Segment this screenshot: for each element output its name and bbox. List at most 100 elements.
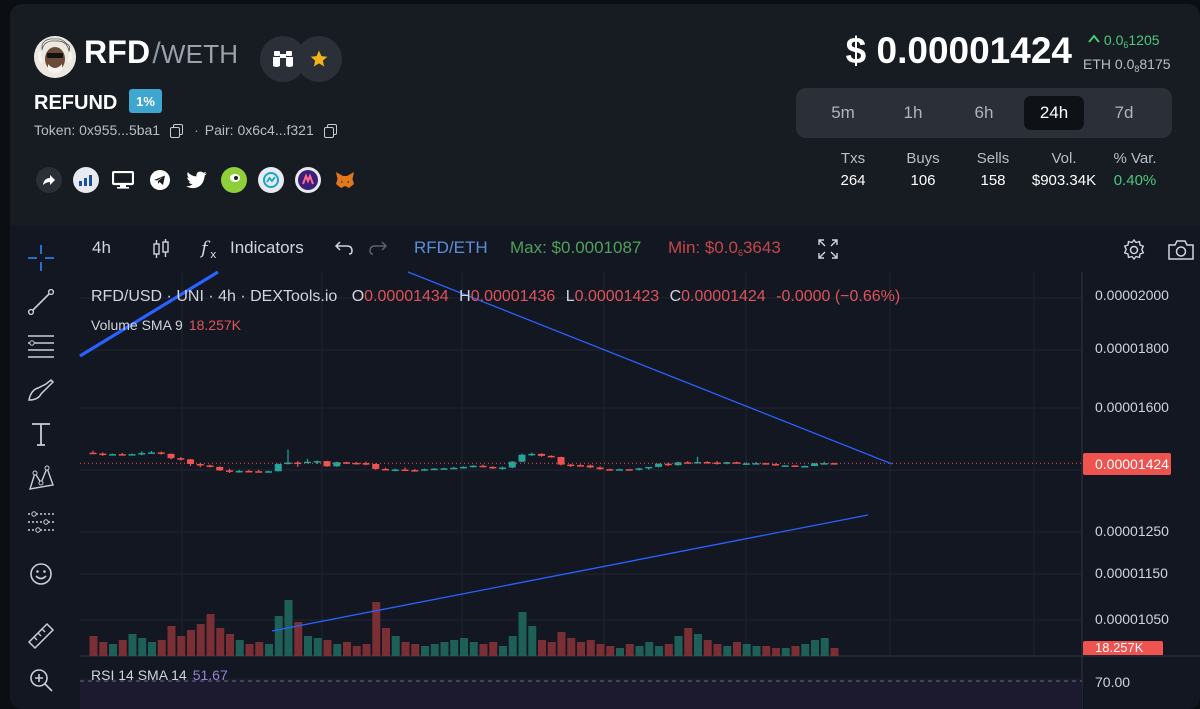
tab-1h[interactable]: 1h <box>903 103 923 122</box>
volume-bar-up <box>645 642 654 656</box>
candle-down <box>196 464 204 466</box>
candle-up <box>440 468 448 470</box>
candle-up <box>421 469 428 471</box>
volume-bar-up <box>109 644 117 656</box>
rsi-band <box>80 678 1082 709</box>
candlestick-chart[interactable] <box>10 226 1200 709</box>
base-symbol: RFD <box>84 34 151 70</box>
volume-bar-up <box>801 644 810 656</box>
volume-bar-up <box>508 636 517 656</box>
candle-down <box>245 470 253 473</box>
crosshair-icon <box>28 245 54 271</box>
tab-7d[interactable]: 7d <box>1114 103 1134 122</box>
volume-bar-up <box>528 626 537 656</box>
candle-up <box>430 468 438 471</box>
undo-button[interactable] <box>334 240 354 261</box>
stat-buys: Buys 106 <box>890 150 956 189</box>
candle-down <box>577 465 584 467</box>
volume-label: Volume SMA 9 <box>91 317 183 333</box>
volume-bar-up <box>148 642 156 656</box>
stat-value: 158 <box>980 172 1006 189</box>
dextools-chart-icon[interactable] <box>73 167 99 193</box>
social-links <box>36 167 358 193</box>
coinmarketcap-icon[interactable] <box>258 167 284 193</box>
volume-bar-down <box>187 630 195 656</box>
candle-up <box>811 463 818 467</box>
pair-switch[interactable]: RFD/ETH <box>414 238 488 257</box>
pair-slash: / <box>152 37 161 70</box>
change-sub: 6 <box>1123 40 1129 50</box>
redo-button[interactable] <box>368 240 388 261</box>
candle-down <box>157 452 165 454</box>
stat-label: Txs <box>840 150 866 167</box>
pattern-tool[interactable] <box>25 462 57 494</box>
candle-up <box>499 467 506 469</box>
token-name: REFUND <box>34 92 118 114</box>
metamask-icon[interactable] <box>332 167 358 193</box>
change-suffix: 1205 <box>1128 32 1160 48</box>
twitter-icon[interactable] <box>184 167 210 193</box>
interval-button[interactable]: 4h <box>92 238 111 257</box>
stat-label: Sells <box>976 150 1010 167</box>
smiley-icon <box>30 563 52 585</box>
volume-bar-up <box>128 634 137 656</box>
chart-type-button[interactable] <box>152 238 170 265</box>
candle-down <box>294 462 302 465</box>
screenshot-button[interactable] <box>1167 238 1195 267</box>
crosshair-tool[interactable] <box>25 242 57 274</box>
copy-pair-icon[interactable] <box>323 123 337 138</box>
emoji-tool[interactable] <box>25 558 57 590</box>
candle-down <box>89 452 97 455</box>
stat-value: 0.40% <box>1113 172 1157 189</box>
volume-bar-down <box>352 646 361 656</box>
coingecko-icon[interactable] <box>221 167 247 193</box>
tab-5m[interactable]: 5m <box>831 103 855 122</box>
volume-bar-down <box>206 614 215 656</box>
volume-bar-down <box>372 602 381 656</box>
candle-down <box>596 467 604 470</box>
text-tool[interactable] <box>25 418 57 450</box>
copy-token-icon[interactable] <box>170 123 184 138</box>
volume-bar-up <box>313 638 322 656</box>
candle-up <box>528 453 536 456</box>
aggregator-icon[interactable] <box>295 167 321 193</box>
candle-up <box>508 461 516 468</box>
settings-button[interactable] <box>1122 238 1146 267</box>
volume-bar-up <box>674 636 683 656</box>
volume-bar-down <box>791 646 800 656</box>
volume-bar-up <box>616 648 624 656</box>
trendline-tool[interactable] <box>25 286 57 318</box>
zoom-tool[interactable] <box>25 664 57 696</box>
share-icon[interactable] <box>36 167 62 193</box>
quote-symbol: WETH <box>160 39 239 69</box>
ruler-tool[interactable] <box>25 620 57 652</box>
candle-up <box>635 468 643 470</box>
tab-6h[interactable]: 6h <box>974 103 994 122</box>
candle-down <box>167 453 175 459</box>
eth-prefix: ETH 0.0 <box>1083 56 1135 72</box>
candle-down <box>547 455 555 458</box>
candle-down <box>411 470 419 472</box>
prediction-tool[interactable] <box>25 506 57 538</box>
tab-24h[interactable]: 24h <box>1024 96 1084 130</box>
fib-tool[interactable] <box>25 330 57 362</box>
favorite-button[interactable] <box>296 36 342 82</box>
telegram-icon[interactable] <box>147 167 173 193</box>
brush-tool[interactable] <box>25 374 57 406</box>
axis-tick: 0.00001150 <box>1095 565 1168 581</box>
rsi-value: 51.67 <box>192 667 228 683</box>
candle-down <box>762 463 770 465</box>
indicators-button[interactable]: Indicators <box>230 238 304 257</box>
volume-bar-down <box>586 640 595 656</box>
candle-down <box>343 462 350 464</box>
text-icon <box>32 423 50 446</box>
fullscreen-button[interactable] <box>817 238 839 265</box>
candle-up <box>333 462 341 467</box>
website-icon[interactable] <box>110 167 136 193</box>
candle-down <box>489 466 497 469</box>
candle-up <box>742 463 750 465</box>
volume-bar-down <box>625 644 634 656</box>
candle-up <box>469 465 477 468</box>
axis-tick: 0.00001050 <box>1095 611 1169 627</box>
